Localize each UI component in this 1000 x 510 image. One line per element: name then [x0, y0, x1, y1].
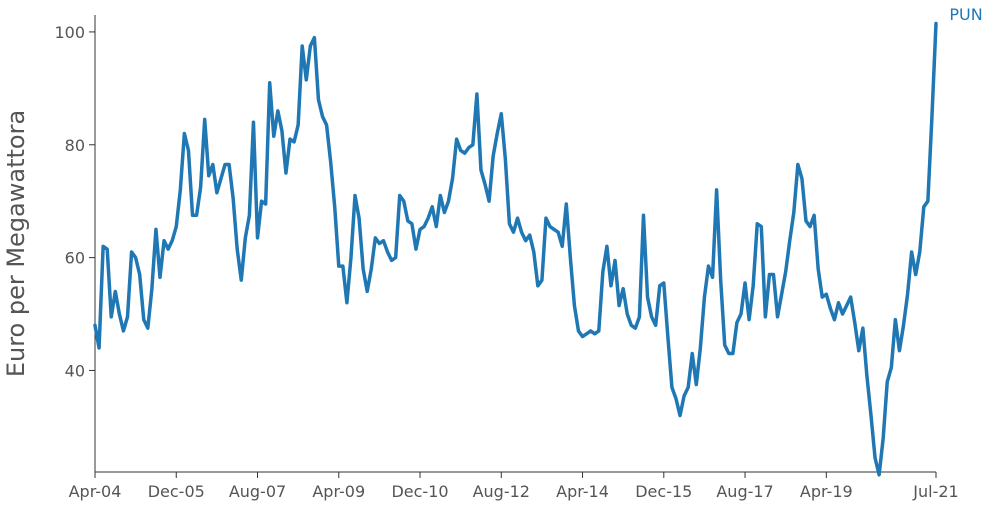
x-tick-label: Aug-17 [716, 482, 773, 501]
x-tick-label: Dec-10 [391, 482, 448, 501]
x-tick-label: Dec-15 [635, 482, 692, 501]
plot-area: PUN [93, 5, 983, 477]
y-tick-label: 40 [65, 361, 85, 380]
x-tick-label: Aug-07 [229, 482, 286, 501]
y-axis-label: Euro per Megawattora [2, 110, 30, 377]
x-tick-label: Dec-05 [148, 482, 205, 501]
y-tick-label: 60 [65, 249, 85, 268]
x-tick-label: Apr-19 [800, 482, 853, 501]
x-tick-label: Apr-14 [556, 482, 609, 501]
x-axis: Apr-04 Dec-05 Aug-07 Apr-09 Dec-10 Aug-12 Apr-… [69, 471, 959, 501]
series-label: PUN [949, 5, 982, 24]
y-axis: 40 60 80 100 [54, 15, 96, 472]
series-line-0 [93, 21, 938, 477]
x-tick-label: Apr-04 [69, 482, 122, 501]
x-tick-label: Aug-12 [473, 482, 530, 501]
y-tick-label: 100 [54, 23, 85, 42]
y-tick-label: 80 [65, 136, 85, 155]
x-tick-label: Jul-21 [912, 482, 958, 501]
x-tick-label: Apr-09 [312, 482, 365, 501]
